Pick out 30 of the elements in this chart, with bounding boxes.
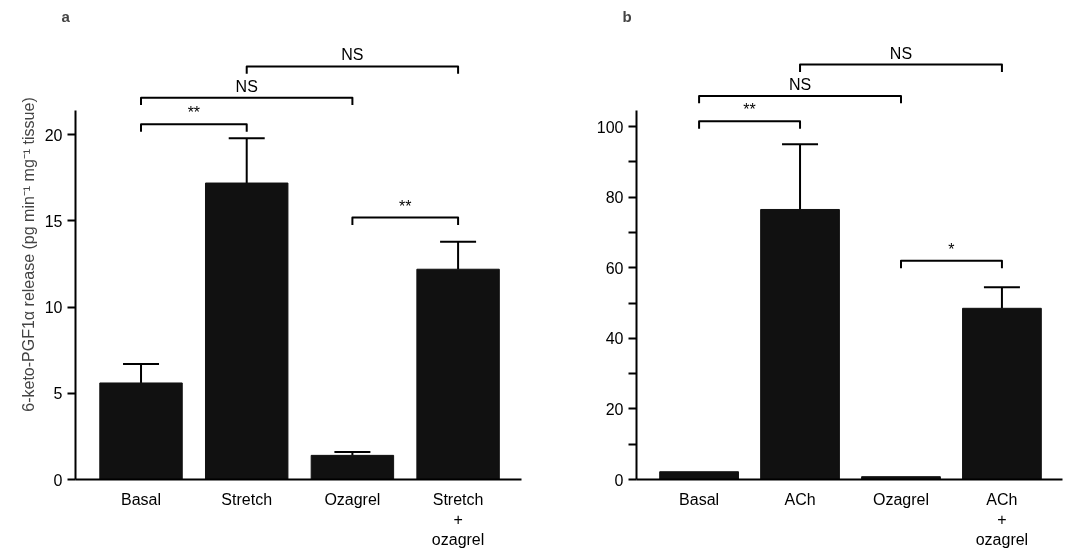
y-tick-label: 0	[53, 471, 63, 489]
y-tick-label: 5	[53, 385, 63, 403]
y-tick-label: 15	[44, 212, 63, 230]
annotation: **	[743, 101, 756, 119]
text: NS	[889, 44, 913, 62]
text: NS	[788, 75, 812, 93]
annotation: **	[187, 104, 201, 122]
annotation: **	[399, 197, 412, 215]
y-tick-label: 40	[605, 330, 624, 348]
x-tick-label: Stretch + ozagrel	[431, 490, 485, 549]
text: NS	[235, 77, 258, 95]
chart-title: a	[61, 7, 71, 25]
y-axis-title: 6-keto-PGF1α release (pg min⁻¹ mg⁻¹ tissue)	[19, 97, 37, 412]
annotation: *	[948, 240, 955, 258]
y-tick-label: 10	[44, 299, 63, 317]
x-tick-label: Ozagrel	[872, 490, 929, 508]
y-tick-label: 80	[605, 189, 624, 207]
x-tick-label: ACh + ozagrel	[975, 490, 1029, 549]
x-tick-label: Basal	[121, 490, 162, 508]
chart-title: b	[622, 7, 632, 25]
y-tick-label: 100	[596, 118, 624, 136]
y-tick-label: 20	[605, 400, 624, 418]
x-tick-label: Stretch	[221, 490, 273, 508]
x-tick-label: Basal	[679, 490, 720, 508]
y-tick-label: 60	[605, 259, 624, 277]
y-tick-label: 20	[44, 126, 63, 144]
text: NS	[341, 46, 364, 64]
x-tick-label: Ozagrel	[324, 490, 381, 508]
x-tick-label: ACh	[784, 490, 816, 508]
y-tick-label: 0	[614, 471, 624, 489]
